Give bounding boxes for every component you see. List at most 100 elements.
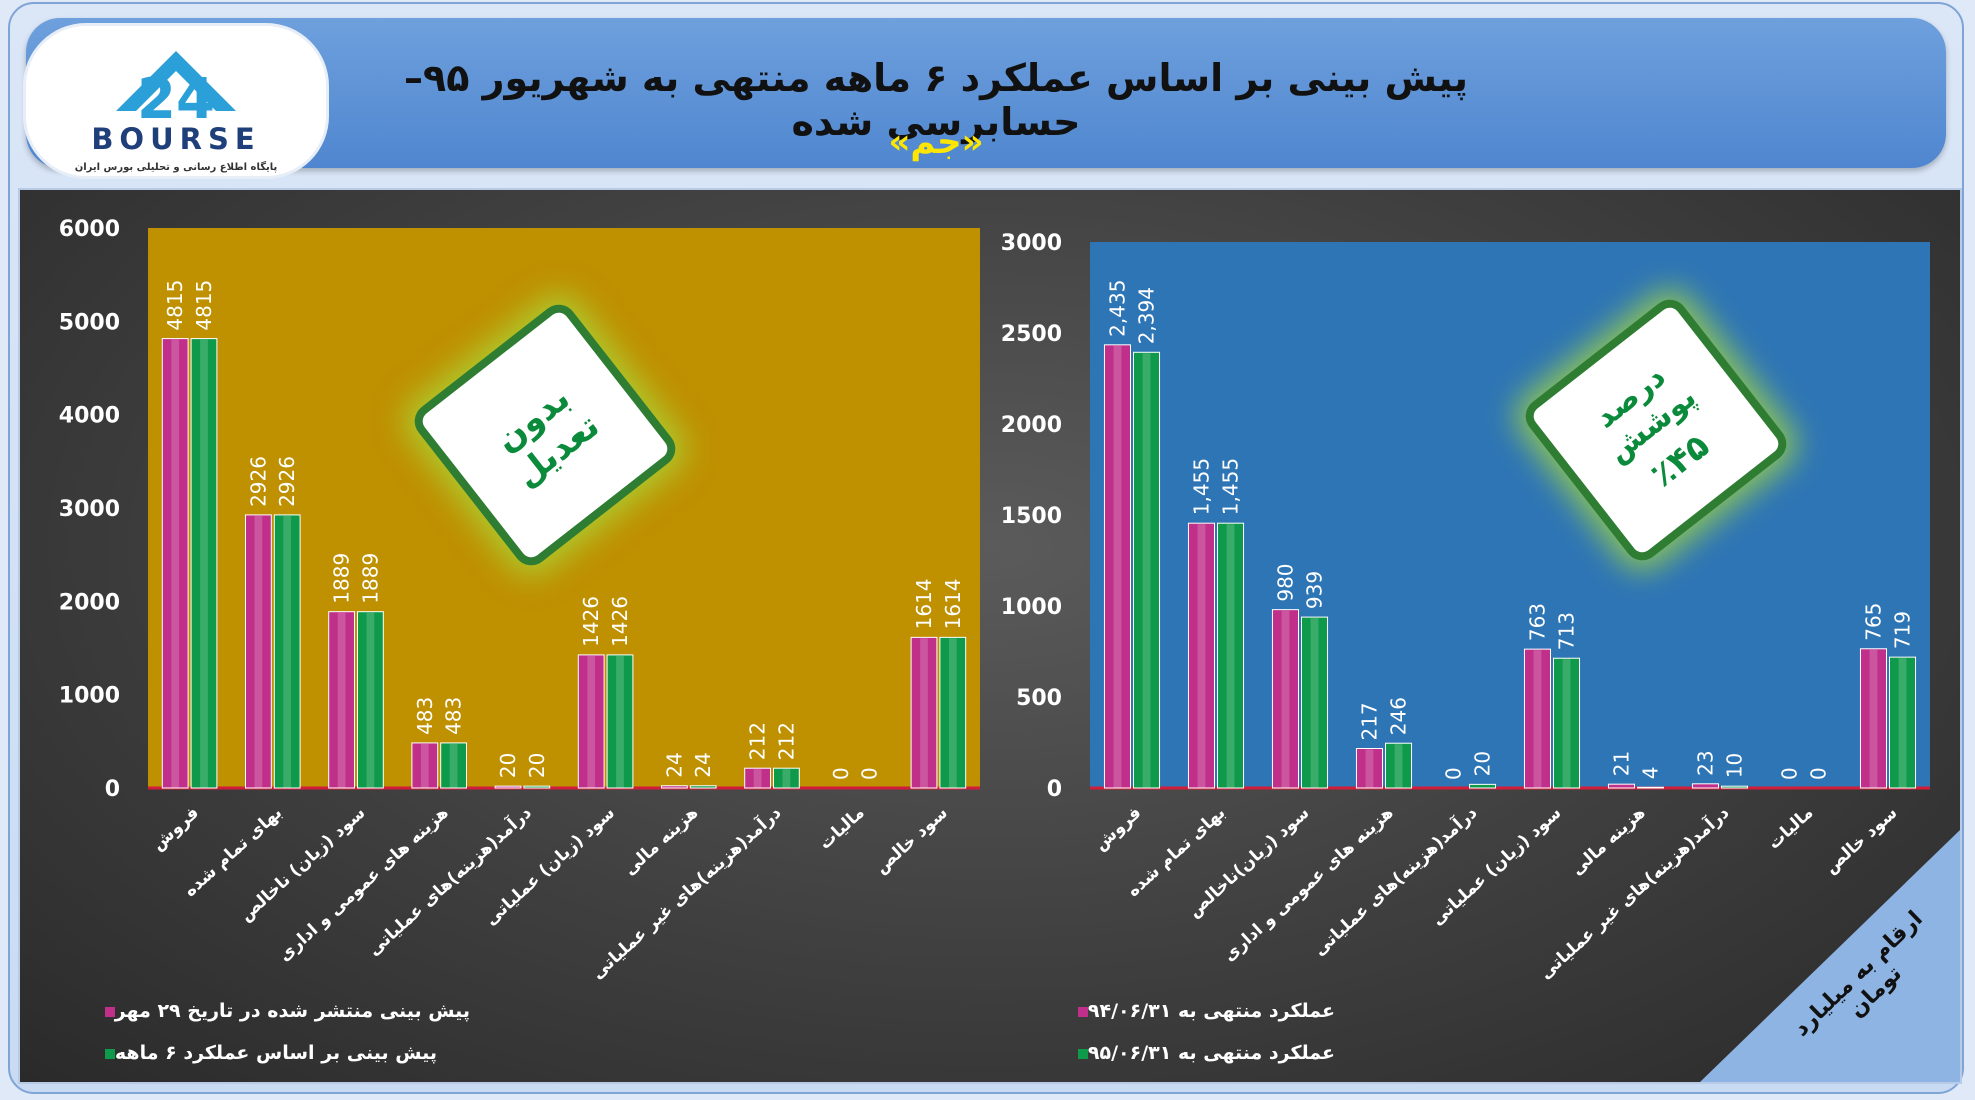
left-badge-text: بدون تعدیل [487, 378, 607, 496]
y-tick-label: 0 [105, 777, 120, 802]
units-note: ارقام به میلیارد تومان [1700, 830, 1960, 1082]
data-label: 10 [1723, 753, 1747, 778]
bar-highlight [200, 339, 208, 788]
data-label: 23 [1693, 750, 1717, 775]
bar [773, 767, 800, 789]
legend-marker-green [1077, 1048, 1088, 1059]
data-label: 939 [1303, 571, 1327, 609]
data-label: 719 [1891, 611, 1915, 649]
bar [1355, 748, 1383, 789]
legend-right-item-1: عملکرد منتهی به ۹۴/۰۶/۳۱ [1070, 1000, 1335, 1022]
bar-highlight [1394, 744, 1403, 788]
category-label: درآمد(هزینه)های عملیاتی [363, 801, 536, 960]
legend-left-label-1: پیش بینی منتشر شده در تاریخ ۲۹ مهر [114, 1000, 470, 1022]
bar [1133, 351, 1161, 789]
bar-highlight [1197, 524, 1206, 788]
bar [1691, 783, 1719, 789]
bar [744, 767, 772, 789]
data-label: 483 [442, 697, 466, 735]
bar [273, 514, 301, 789]
logo: 24 BOURSE پایگاه اطلاع رسانی و تحلیلی بو… [26, 26, 326, 176]
bar-highlight [366, 612, 375, 788]
bar-highlight [1869, 649, 1878, 788]
bar [328, 611, 356, 789]
legend-right-label-1: عملکرد منتهی به ۹۴/۰۶/۳۱ [1087, 1000, 1335, 1022]
bar [939, 636, 967, 789]
bar-highlight [782, 769, 791, 788]
bar-highlight [1365, 749, 1374, 788]
bar [1859, 648, 1887, 789]
y-tick-label: 6000 [59, 217, 120, 242]
data-label: 713 [1555, 612, 1579, 650]
category-label: سود خالص [871, 803, 951, 878]
bar-highlight [587, 655, 596, 788]
data-label: 763 [1525, 603, 1549, 641]
data-label: 24 [662, 752, 686, 777]
bar-highlight [1281, 610, 1290, 788]
bar [1103, 344, 1131, 789]
y-tick-label: 3000 [59, 497, 120, 522]
data-label: 4815 [192, 280, 216, 331]
bar [245, 514, 272, 789]
legend-left-label-2: پیش بینی بر اساس عملکرد ۶ ماهه [114, 1042, 437, 1064]
legend-left-item-2: پیش بینی بر اساس عملکرد ۶ ماهه [97, 1042, 437, 1064]
bar-highlight [337, 612, 346, 788]
y-tick-label: 4000 [59, 404, 120, 429]
logo-number: 24 [137, 67, 215, 132]
bar-highlight [283, 515, 292, 788]
page-title: پیش بینی بر اساس عملکرد ۶ ماهه منتهی به … [404, 56, 1468, 144]
bar-highlight [948, 638, 957, 788]
bar [161, 338, 189, 789]
y-tick-label: 3000 [1001, 231, 1062, 256]
bar [1187, 522, 1215, 789]
bar [606, 654, 634, 789]
data-label: 1614 [912, 578, 936, 629]
bar [411, 742, 439, 789]
data-label: 0 [829, 767, 853, 780]
bar [1553, 657, 1581, 789]
bar [1271, 609, 1299, 789]
category-label: فروش [148, 803, 203, 855]
logo-tagline: پایگاه اطلاع رسانی و تحلیلی بورس ایران [74, 162, 278, 173]
y-tick-label: 2500 [1001, 322, 1062, 347]
bar [190, 338, 218, 789]
data-label: 2,435 [1105, 280, 1129, 337]
company-name: «جم» [888, 122, 984, 162]
data-label: 2926 [275, 456, 299, 507]
bar-highlight [1898, 658, 1907, 788]
y-tick-label: 0 [1047, 777, 1062, 802]
data-label: 1,455 [1219, 458, 1243, 515]
y-tick-label: 2000 [1001, 413, 1062, 438]
bar-highlight [171, 339, 180, 788]
data-label: 0 [1807, 767, 1831, 780]
data-label: 24 [691, 752, 715, 777]
y-tick-label: 5000 [59, 310, 120, 335]
bar-highlight [1142, 353, 1151, 788]
bar [494, 785, 522, 789]
legend-right-label-2: عملکرد منتهی به ۹۵/۰۶/۳۱ [1087, 1042, 1335, 1064]
data-label: 1,455 [1189, 458, 1213, 515]
bar-highlight [1562, 659, 1571, 788]
bar [1385, 742, 1413, 789]
logo-wordmark: BOURSE [91, 122, 261, 156]
bar-highlight [449, 743, 458, 788]
y-tick-label: 1000 [59, 684, 120, 709]
data-label: 0 [1441, 767, 1465, 780]
y-tick-label: 1500 [1001, 504, 1062, 529]
logo-mark-icon: 24 [116, 51, 236, 132]
bar-highlight [753, 769, 762, 788]
category-label: هزینه مالی [1567, 803, 1649, 880]
data-label: 20 [525, 753, 549, 778]
data-label: 212 [746, 722, 770, 760]
bar-highlight [254, 515, 263, 788]
bar [357, 611, 384, 789]
category-label: مالیات [815, 803, 868, 854]
data-label: 483 [413, 697, 437, 735]
bar [1607, 783, 1635, 789]
data-label: 1614 [941, 578, 965, 629]
bar [1889, 656, 1917, 789]
data-label: 765 [1861, 603, 1885, 641]
bar-highlight [1310, 618, 1319, 788]
bar-highlight [420, 743, 429, 788]
